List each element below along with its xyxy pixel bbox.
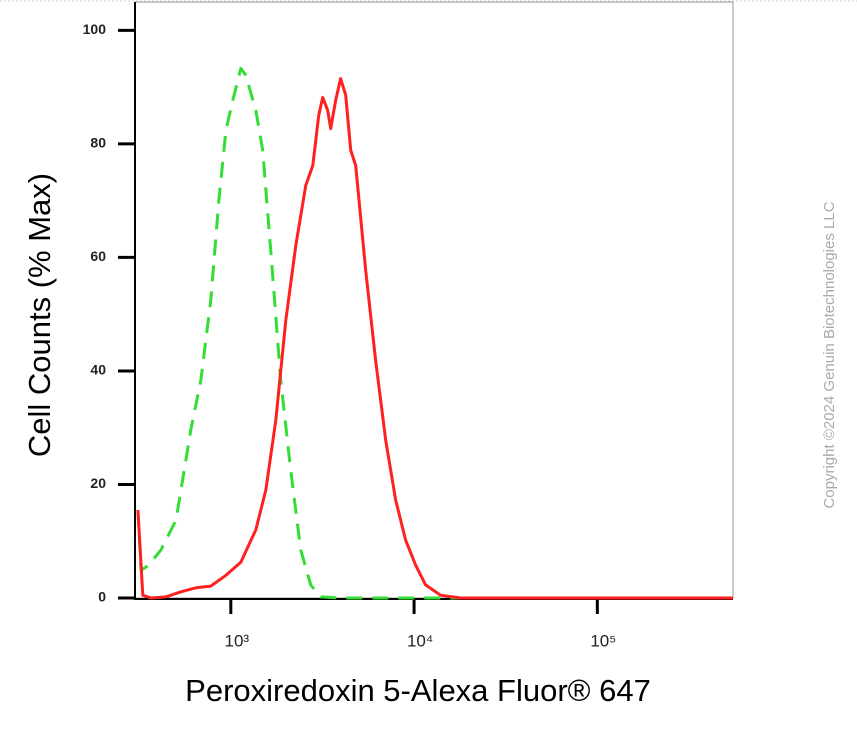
x-tick-label: 10⁵ [590, 631, 616, 650]
plot-frame [134, 1, 734, 599]
y-tick-label: 80 [90, 135, 106, 151]
x-tick-label: 10⁴ [407, 631, 433, 650]
y-tick-label: 40 [90, 362, 106, 378]
x-tick-label: 10³ [225, 631, 250, 650]
y-axis-label: Cell Counts (% Max) [22, 173, 57, 457]
y-tick-label: 20 [90, 475, 106, 491]
series-line [136, 66, 733, 600]
y-tick-label: 60 [90, 248, 106, 264]
x-axis-label: Peroxiredoxin 5-Alexa Fluor® 647 [185, 673, 651, 708]
series-line [136, 77, 733, 600]
y-tick-label: 100 [83, 21, 107, 37]
watermark: Copyright ©2024 Genuin Biotechnologies L… [821, 201, 838, 508]
y-tick-label: 0 [98, 589, 106, 605]
